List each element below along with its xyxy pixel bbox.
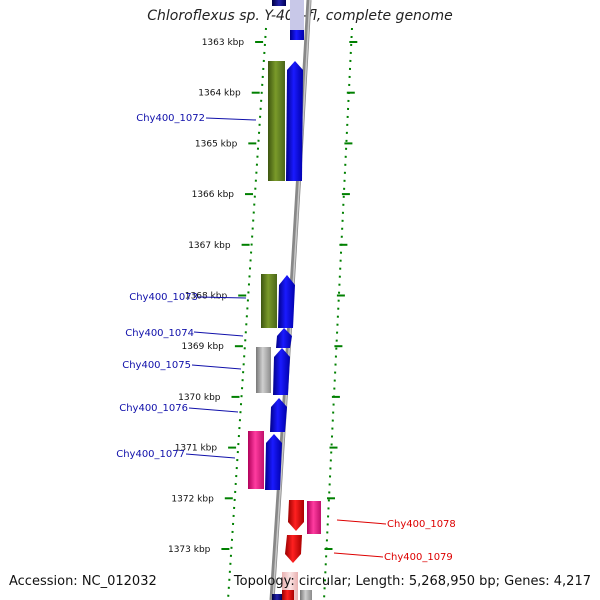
gene-top-pale (290, 0, 304, 30)
kbp-label: 1363 kbp (202, 38, 245, 48)
gene-bottom-red (282, 590, 294, 600)
gene-red-1079 (285, 535, 302, 563)
leader-1079 (333, 552, 384, 558)
kbp-ticks (221, 41, 358, 550)
gene-bottom-gray (300, 590, 312, 600)
inner-dotted-guide (227, 27, 267, 600)
kbp-label: 1373 kbp (168, 545, 211, 555)
kbp-label: 1367 kbp (188, 241, 231, 251)
outer-dotted-guide (323, 27, 353, 600)
gene-olive-1072 (268, 61, 285, 181)
leader-1073 (197, 296, 247, 299)
gene-label-1076[interactable]: Chy400_1076 (119, 403, 188, 414)
accession-text: Accession: NC_012032 (9, 574, 157, 589)
kbp-labels: 1363 kbp 1364 kbp 1365 kbp 1366 kbp 1367 kbp… (168, 38, 244, 555)
gene-label-1078[interactable]: Chy400_1078 (387, 519, 456, 530)
gene-label-1074[interactable]: Chy400_1074 (125, 328, 194, 339)
gene-blue-1077 (265, 434, 282, 490)
kbp-label: 1371 kbp (175, 444, 218, 454)
gene-blue-1076 (270, 398, 287, 432)
gene-bottom-navy (272, 594, 282, 600)
gene-label-1073[interactable]: Chy400_1073 (129, 292, 198, 303)
leader-1077 (185, 453, 236, 459)
leader-1078 (336, 519, 387, 525)
gene-magenta-1078 (307, 501, 321, 534)
gene-blue-1073 (278, 275, 295, 328)
kbp-label: 1369 kbp (181, 342, 224, 352)
gene-top-navy (272, 0, 286, 6)
gene-red-1078 (288, 500, 304, 531)
gene-label-1079[interactable]: Chy400_1079 (384, 552, 453, 563)
gene-magenta-1077 (248, 431, 264, 489)
gene-top-blue-end (290, 30, 304, 40)
leader-1075 (191, 364, 242, 370)
gene-olive-1073 (261, 274, 277, 328)
gene-gray-1075 (256, 347, 271, 393)
kbp-label: 1370 kbp (178, 393, 221, 403)
gene-blue-1074 (276, 328, 292, 348)
gene-blue-1075 (273, 348, 290, 395)
genome-summary-text: Topology: circular; Length: 5,268,950 bp… (233, 574, 591, 589)
kbp-label: 1372 kbp (171, 494, 214, 504)
gene-label-1075[interactable]: Chy400_1075 (122, 360, 191, 371)
kbp-label: 1364 kbp (198, 89, 241, 99)
kbp-label: 1368 kbp (185, 292, 228, 302)
gene-blue-1072 (286, 61, 303, 181)
kbp-label: 1366 kbp (192, 190, 235, 200)
leader-1076 (188, 407, 239, 413)
gene-label-1072[interactable]: Chy400_1072 (136, 113, 205, 124)
kbp-label: 1365 kbp (195, 139, 238, 149)
leader-1072 (205, 117, 257, 121)
leader-1074 (193, 331, 244, 337)
gene-label-1077[interactable]: Chy400_1077 (116, 449, 185, 460)
